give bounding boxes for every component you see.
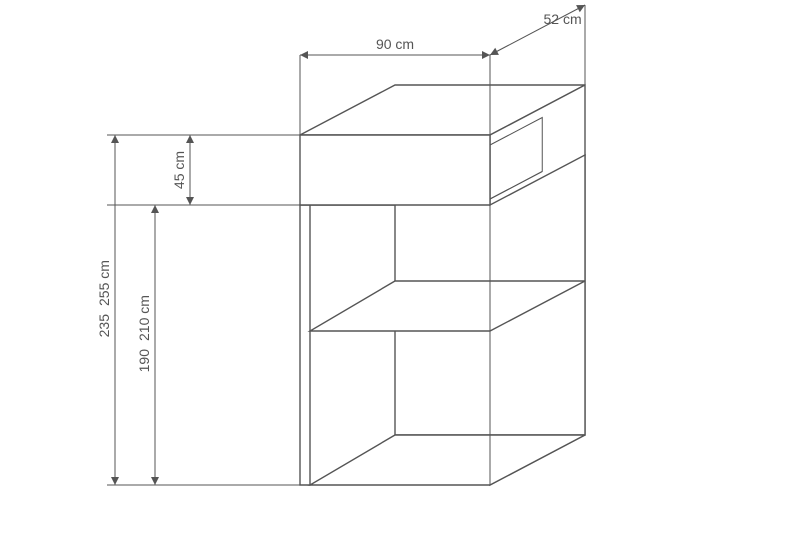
dim-lower-a: 190 — [136, 349, 152, 373]
dim-lower-b: 210 cm — [136, 295, 152, 341]
dim-width-label: 90 cm — [376, 36, 414, 52]
dim-depth-label: 52 cm — [544, 11, 582, 27]
dim-upper-label: 45 cm — [171, 151, 187, 189]
dim-total-a: 235 — [96, 314, 112, 338]
dim-total-b: 255 cm — [96, 260, 112, 306]
